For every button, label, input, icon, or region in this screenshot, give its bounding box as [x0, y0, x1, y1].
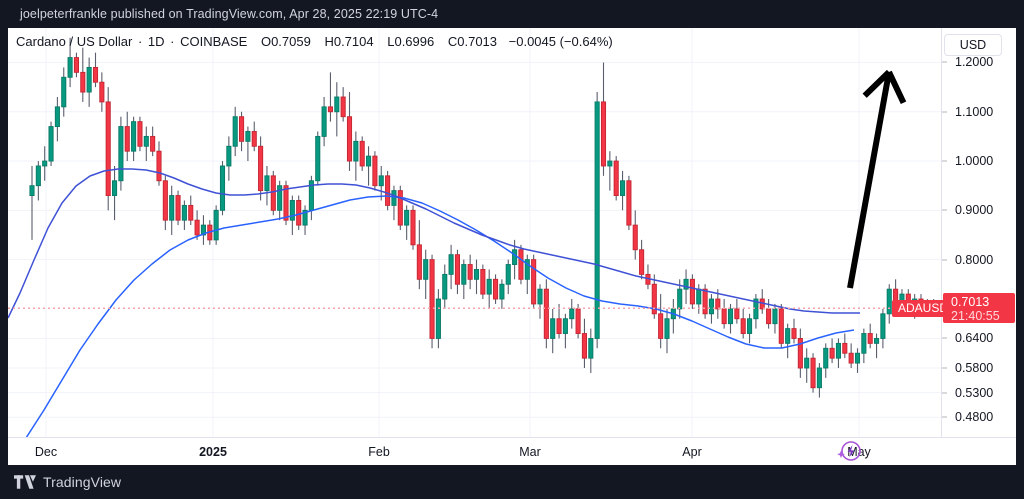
legend-symbol[interactable]: Cardano / US Dollar	[16, 34, 133, 49]
currency-button[interactable]: USD	[944, 34, 1002, 56]
price-tick-label: 0.4800	[955, 410, 994, 425]
tradingview-logo-icon	[14, 475, 36, 489]
price-tick-label: 1.1000	[955, 104, 994, 119]
price-tick-label: 0.6400	[955, 331, 994, 346]
time-tick-label: May	[847, 445, 871, 459]
axis-divider	[941, 28, 942, 465]
price-tick-label: 0.8000	[955, 252, 994, 267]
price-axis[interactable]: 1.2000 1.1000 1.0000 0.9000 0.8000 0.6400 0.58…	[941, 28, 1016, 437]
price-tick-label: 0.9000	[955, 203, 994, 218]
legend-separator-2: ·	[170, 34, 175, 49]
price-tick-dash	[941, 259, 947, 261]
candlestick-plot	[8, 28, 941, 437]
legend-interval[interactable]: 1D	[147, 34, 165, 49]
chart-plot-area[interactable]	[8, 28, 941, 437]
price-tick-dash	[941, 209, 947, 211]
current-price-value: 0.7013	[951, 295, 990, 310]
price-tick-label: 1.2000	[955, 55, 994, 70]
legend-open: O0.7059	[260, 34, 311, 49]
legend-change: −0.0045 (−0.64%)	[508, 34, 613, 49]
time-axis[interactable]: Dec 2025 Feb Mar Apr May	[8, 437, 1016, 465]
price-tick-dash	[941, 111, 947, 113]
current-price-badge: 0.7013 21:40:55	[943, 293, 1015, 324]
price-tick-dash	[941, 61, 947, 63]
time-tick-label: Apr	[682, 445, 702, 459]
time-tick-label: Mar	[519, 445, 541, 459]
price-tick-dash	[941, 160, 947, 162]
price-tick-label: 1.0000	[955, 154, 994, 169]
price-tick-label: 0.5300	[955, 385, 994, 400]
price-tick-dash	[941, 337, 947, 339]
legend-low: L0.6996	[387, 34, 435, 49]
time-tick-label: Feb	[368, 445, 390, 459]
legend-close: C0.7013	[447, 34, 498, 49]
time-tick-label: 2025	[199, 445, 227, 459]
chart-frame: Cardano / US Dollar · 1D · COINBASE O0.7…	[8, 28, 1016, 465]
symbol-price-badge: ADAUSD	[892, 300, 955, 318]
ai-sparkle-lightning-icon[interactable]	[835, 439, 863, 465]
price-tick-label: 0.5800	[955, 361, 994, 375]
footer-bar: TradingView	[0, 465, 1024, 499]
price-tick-dash	[941, 367, 947, 369]
legend-separator-1: ·	[137, 34, 143, 49]
chart-legend: Cardano / US Dollar · 1D · COINBASE O0.7…	[16, 34, 615, 49]
footer-brand-name: TradingView	[43, 474, 122, 490]
legend-exchange[interactable]: COINBASE	[180, 34, 248, 49]
legend-high: H0.7104	[324, 34, 374, 49]
publisher-banner: joelpeterfrankle published on TradingVie…	[0, 0, 1024, 28]
time-tick-label: Dec	[34, 445, 58, 459]
price-tick-dash	[941, 416, 947, 418]
current-price-time: 21:40:55	[951, 309, 1000, 324]
price-tick-dash	[941, 392, 947, 394]
